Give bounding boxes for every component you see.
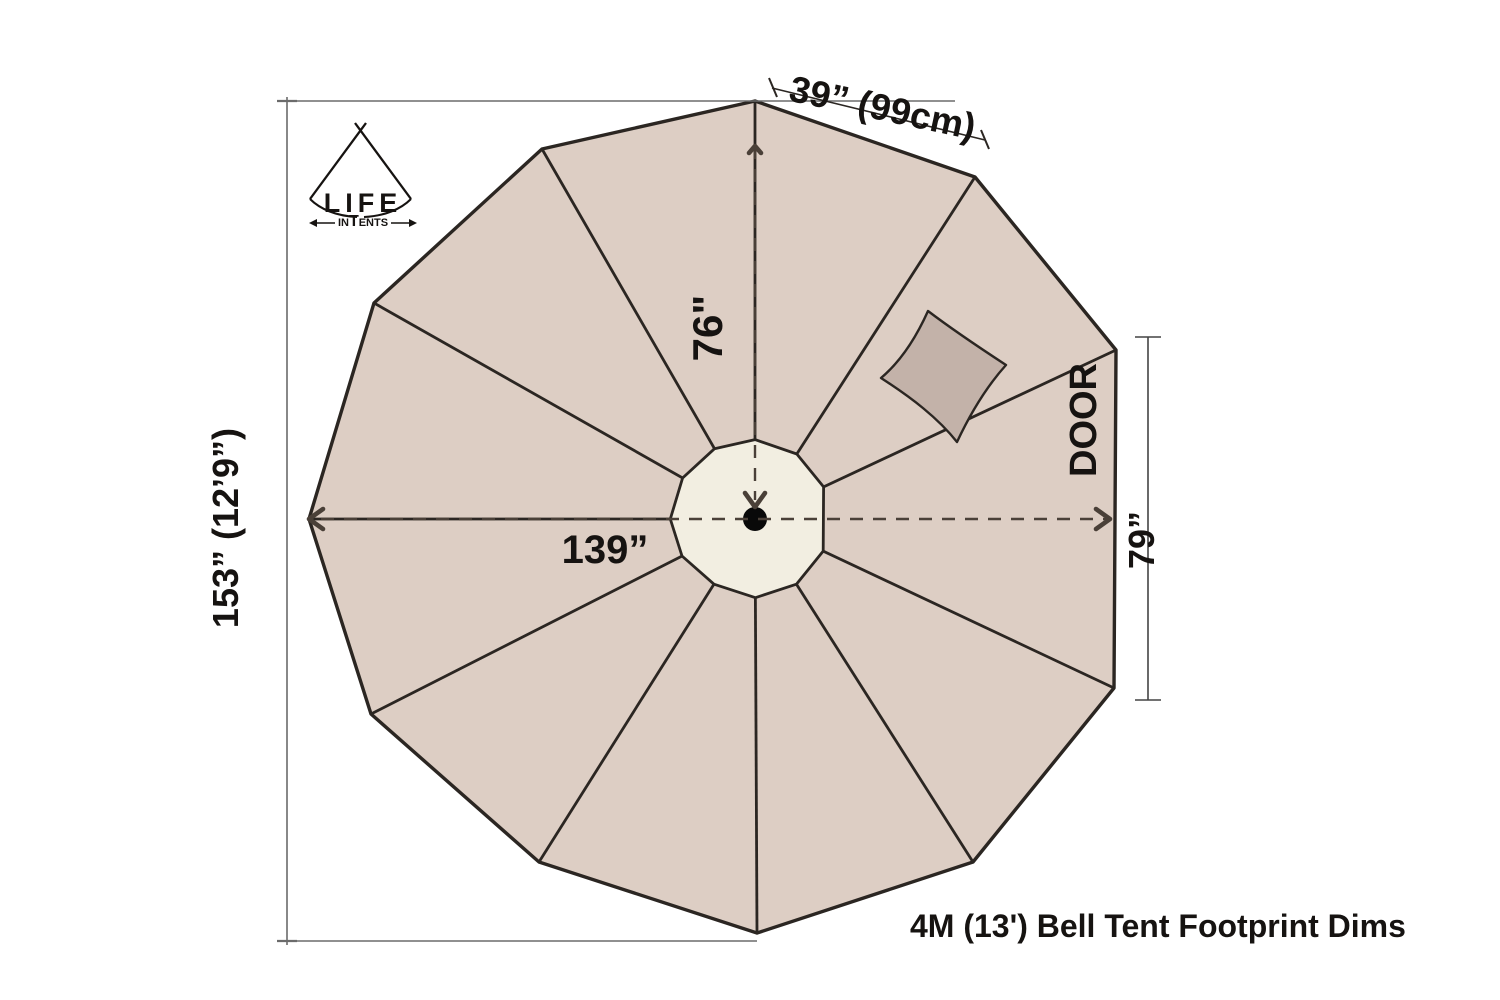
- svg-text:LIFE: LIFE: [324, 188, 403, 218]
- svg-text:79”: 79”: [1121, 511, 1162, 569]
- svg-text:153” (12’9”): 153” (12’9”): [205, 428, 246, 628]
- svg-text:76": 76": [684, 295, 731, 362]
- svg-text:139”: 139”: [562, 528, 649, 572]
- svg-text:DOOR: DOOR: [1063, 363, 1105, 477]
- svg-text:4M (13') Bell Tent Footprint D: 4M (13') Bell Tent Footprint Dims: [910, 908, 1406, 944]
